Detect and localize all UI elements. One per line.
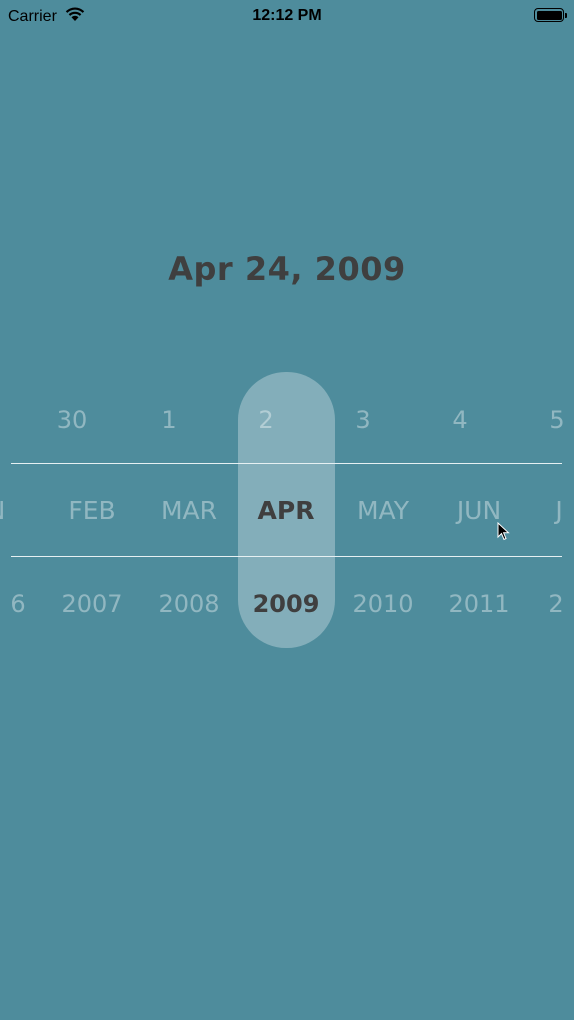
day-cell[interactable]: 4 xyxy=(452,406,468,434)
carrier-label: Carrier xyxy=(8,8,57,25)
date-picker[interactable]: 30 1 2 3 4 5 N FEB MAR APR MAY JUN J 6 2… xyxy=(0,370,574,650)
month-wheel[interactable]: N FEB MAR APR MAY JUN J xyxy=(0,491,574,531)
picker-clip: 30 1 2 3 4 5 N FEB MAR APR MAY JUN J 6 2… xyxy=(0,370,574,650)
year-cell[interactable]: 2010 xyxy=(352,590,414,618)
year-cell[interactable]: 2011 xyxy=(448,590,510,618)
divider-bottom xyxy=(11,556,562,557)
day-cell-selected[interactable]: 2 xyxy=(258,406,274,434)
day-cell[interactable]: 30 xyxy=(56,406,88,434)
day-cell[interactable]: 5 xyxy=(549,406,565,434)
year-cell[interactable]: 6 xyxy=(10,590,26,618)
battery-icon xyxy=(534,8,567,22)
year-cell-selected[interactable]: 2009 xyxy=(252,590,320,618)
month-cell[interactable]: J xyxy=(555,496,563,525)
selection-highlight xyxy=(238,372,335,648)
day-wheel[interactable]: 30 1 2 3 4 5 xyxy=(0,400,574,440)
selected-date-title: Apr 24, 2009 xyxy=(168,250,406,288)
year-cell[interactable]: 2008 xyxy=(158,590,220,618)
wifi-icon xyxy=(65,7,85,27)
month-cell-selected[interactable]: APR xyxy=(257,496,315,525)
month-cell[interactable]: FEB xyxy=(68,496,116,525)
month-cell[interactable]: N xyxy=(0,491,45,531)
status-bar: Carrier 12:12 PM xyxy=(0,0,574,32)
year-cell[interactable]: 2007 xyxy=(61,590,123,618)
divider-top xyxy=(11,463,562,464)
status-right xyxy=(534,8,567,22)
mouse-cursor-icon xyxy=(497,521,511,546)
day-cell[interactable]: 3 xyxy=(355,406,371,434)
year-cell[interactable]: 2 xyxy=(548,590,564,618)
clock-time: 12:12 PM xyxy=(252,7,322,24)
month-cell[interactable]: JUN xyxy=(456,496,502,525)
month-cell[interactable]: MAY xyxy=(356,496,409,525)
month-cell[interactable]: MAR xyxy=(160,496,218,525)
day-cell[interactable]: 1 xyxy=(161,406,177,434)
year-wheel[interactable]: 6 2007 2008 2009 2010 2011 2 xyxy=(0,584,574,624)
status-left: Carrier xyxy=(8,7,85,27)
